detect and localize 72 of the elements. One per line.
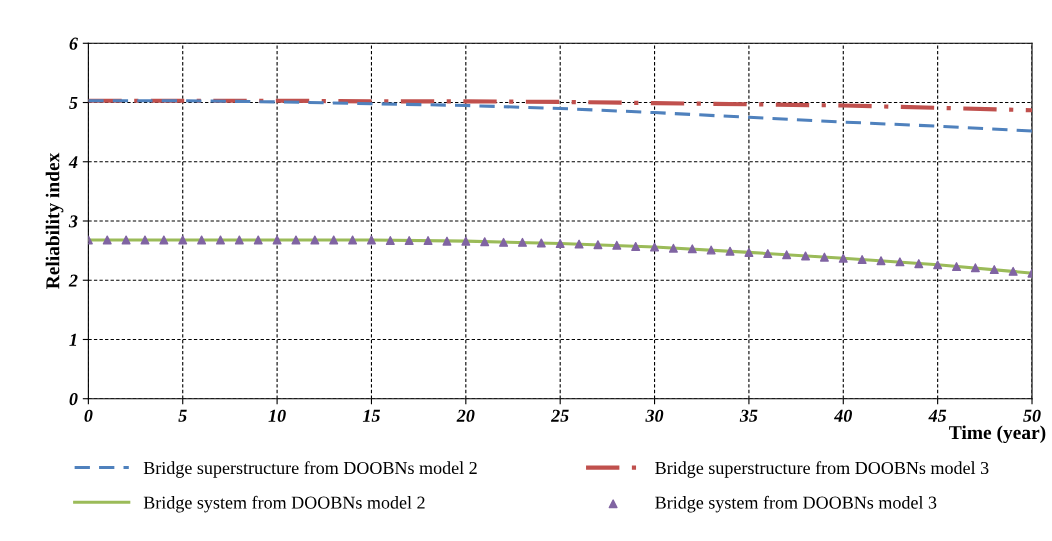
point bbox=[348, 235, 358, 245]
line-series bbox=[88, 98, 1033, 113]
point bbox=[480, 237, 490, 247]
x-tick-label: 5 bbox=[178, 409, 187, 422]
x-tick-label: 0 bbox=[84, 409, 93, 422]
legend-label: Bridge superstructure from DOOBNs model 2 bbox=[143, 461, 477, 478]
point bbox=[442, 236, 452, 246]
point bbox=[536, 238, 546, 248]
point bbox=[197, 235, 207, 245]
point bbox=[876, 256, 886, 266]
y-tick-label: 1 bbox=[69, 333, 77, 346]
point bbox=[366, 235, 376, 245]
point bbox=[461, 236, 471, 246]
point bbox=[253, 235, 263, 245]
x-tick-label: 35 bbox=[739, 409, 758, 422]
point bbox=[291, 235, 301, 245]
point bbox=[838, 253, 848, 263]
x-tick-label: 50 bbox=[1023, 409, 1041, 422]
point bbox=[725, 246, 735, 256]
point bbox=[687, 244, 697, 254]
y-tick-label: 2 bbox=[68, 274, 78, 287]
point bbox=[763, 249, 773, 259]
point bbox=[952, 262, 962, 272]
y-tick-label: 3 bbox=[68, 215, 78, 228]
point bbox=[234, 235, 244, 245]
point bbox=[706, 245, 716, 255]
x-tick-label: 45 bbox=[928, 409, 947, 422]
point bbox=[744, 247, 754, 257]
point bbox=[989, 265, 999, 275]
point bbox=[385, 236, 395, 246]
y-tick-label: 0 bbox=[69, 392, 78, 406]
y-tick-label: 5 bbox=[69, 96, 78, 109]
x-tick-label: 25 bbox=[550, 409, 569, 422]
point bbox=[914, 259, 924, 269]
point bbox=[650, 242, 660, 252]
x-tick-label: 10 bbox=[268, 409, 286, 422]
point bbox=[272, 235, 282, 245]
point bbox=[970, 263, 980, 273]
point bbox=[517, 237, 527, 247]
point bbox=[593, 240, 603, 250]
point bbox=[423, 236, 433, 246]
point bbox=[782, 250, 792, 260]
legend-label: Bridge superstructure from DOOBNs model 3 bbox=[655, 461, 989, 478]
line-series bbox=[88, 99, 1033, 133]
point bbox=[612, 240, 622, 250]
x-tick-label: 40 bbox=[833, 409, 852, 422]
point bbox=[555, 239, 565, 249]
point bbox=[857, 255, 867, 265]
point bbox=[574, 239, 584, 249]
x-tick-label: 20 bbox=[456, 409, 475, 422]
point bbox=[668, 243, 678, 253]
point bbox=[631, 241, 641, 251]
point bbox=[329, 235, 339, 245]
point bbox=[102, 235, 112, 245]
x-tick-label: 15 bbox=[362, 409, 381, 422]
legend-label: Bridge system from DOOBNs model 2 bbox=[143, 495, 425, 513]
point bbox=[121, 235, 131, 245]
x-axis-title: Time (year) bbox=[949, 425, 1046, 444]
point bbox=[1008, 266, 1018, 276]
legend-label: Bridge system from DOOBNs model 3 bbox=[655, 495, 937, 513]
y-tick-label: 6 bbox=[69, 37, 78, 50]
point bbox=[499, 237, 509, 247]
point bbox=[159, 235, 169, 245]
y-tick-label: 4 bbox=[68, 156, 78, 169]
point bbox=[310, 235, 320, 245]
x-tick-label: 30 bbox=[645, 409, 664, 422]
point bbox=[404, 236, 414, 246]
point bbox=[819, 252, 829, 262]
point bbox=[178, 235, 188, 245]
point bbox=[895, 257, 905, 267]
point bbox=[933, 260, 943, 270]
y-axis-title: Reliability index bbox=[45, 152, 64, 289]
